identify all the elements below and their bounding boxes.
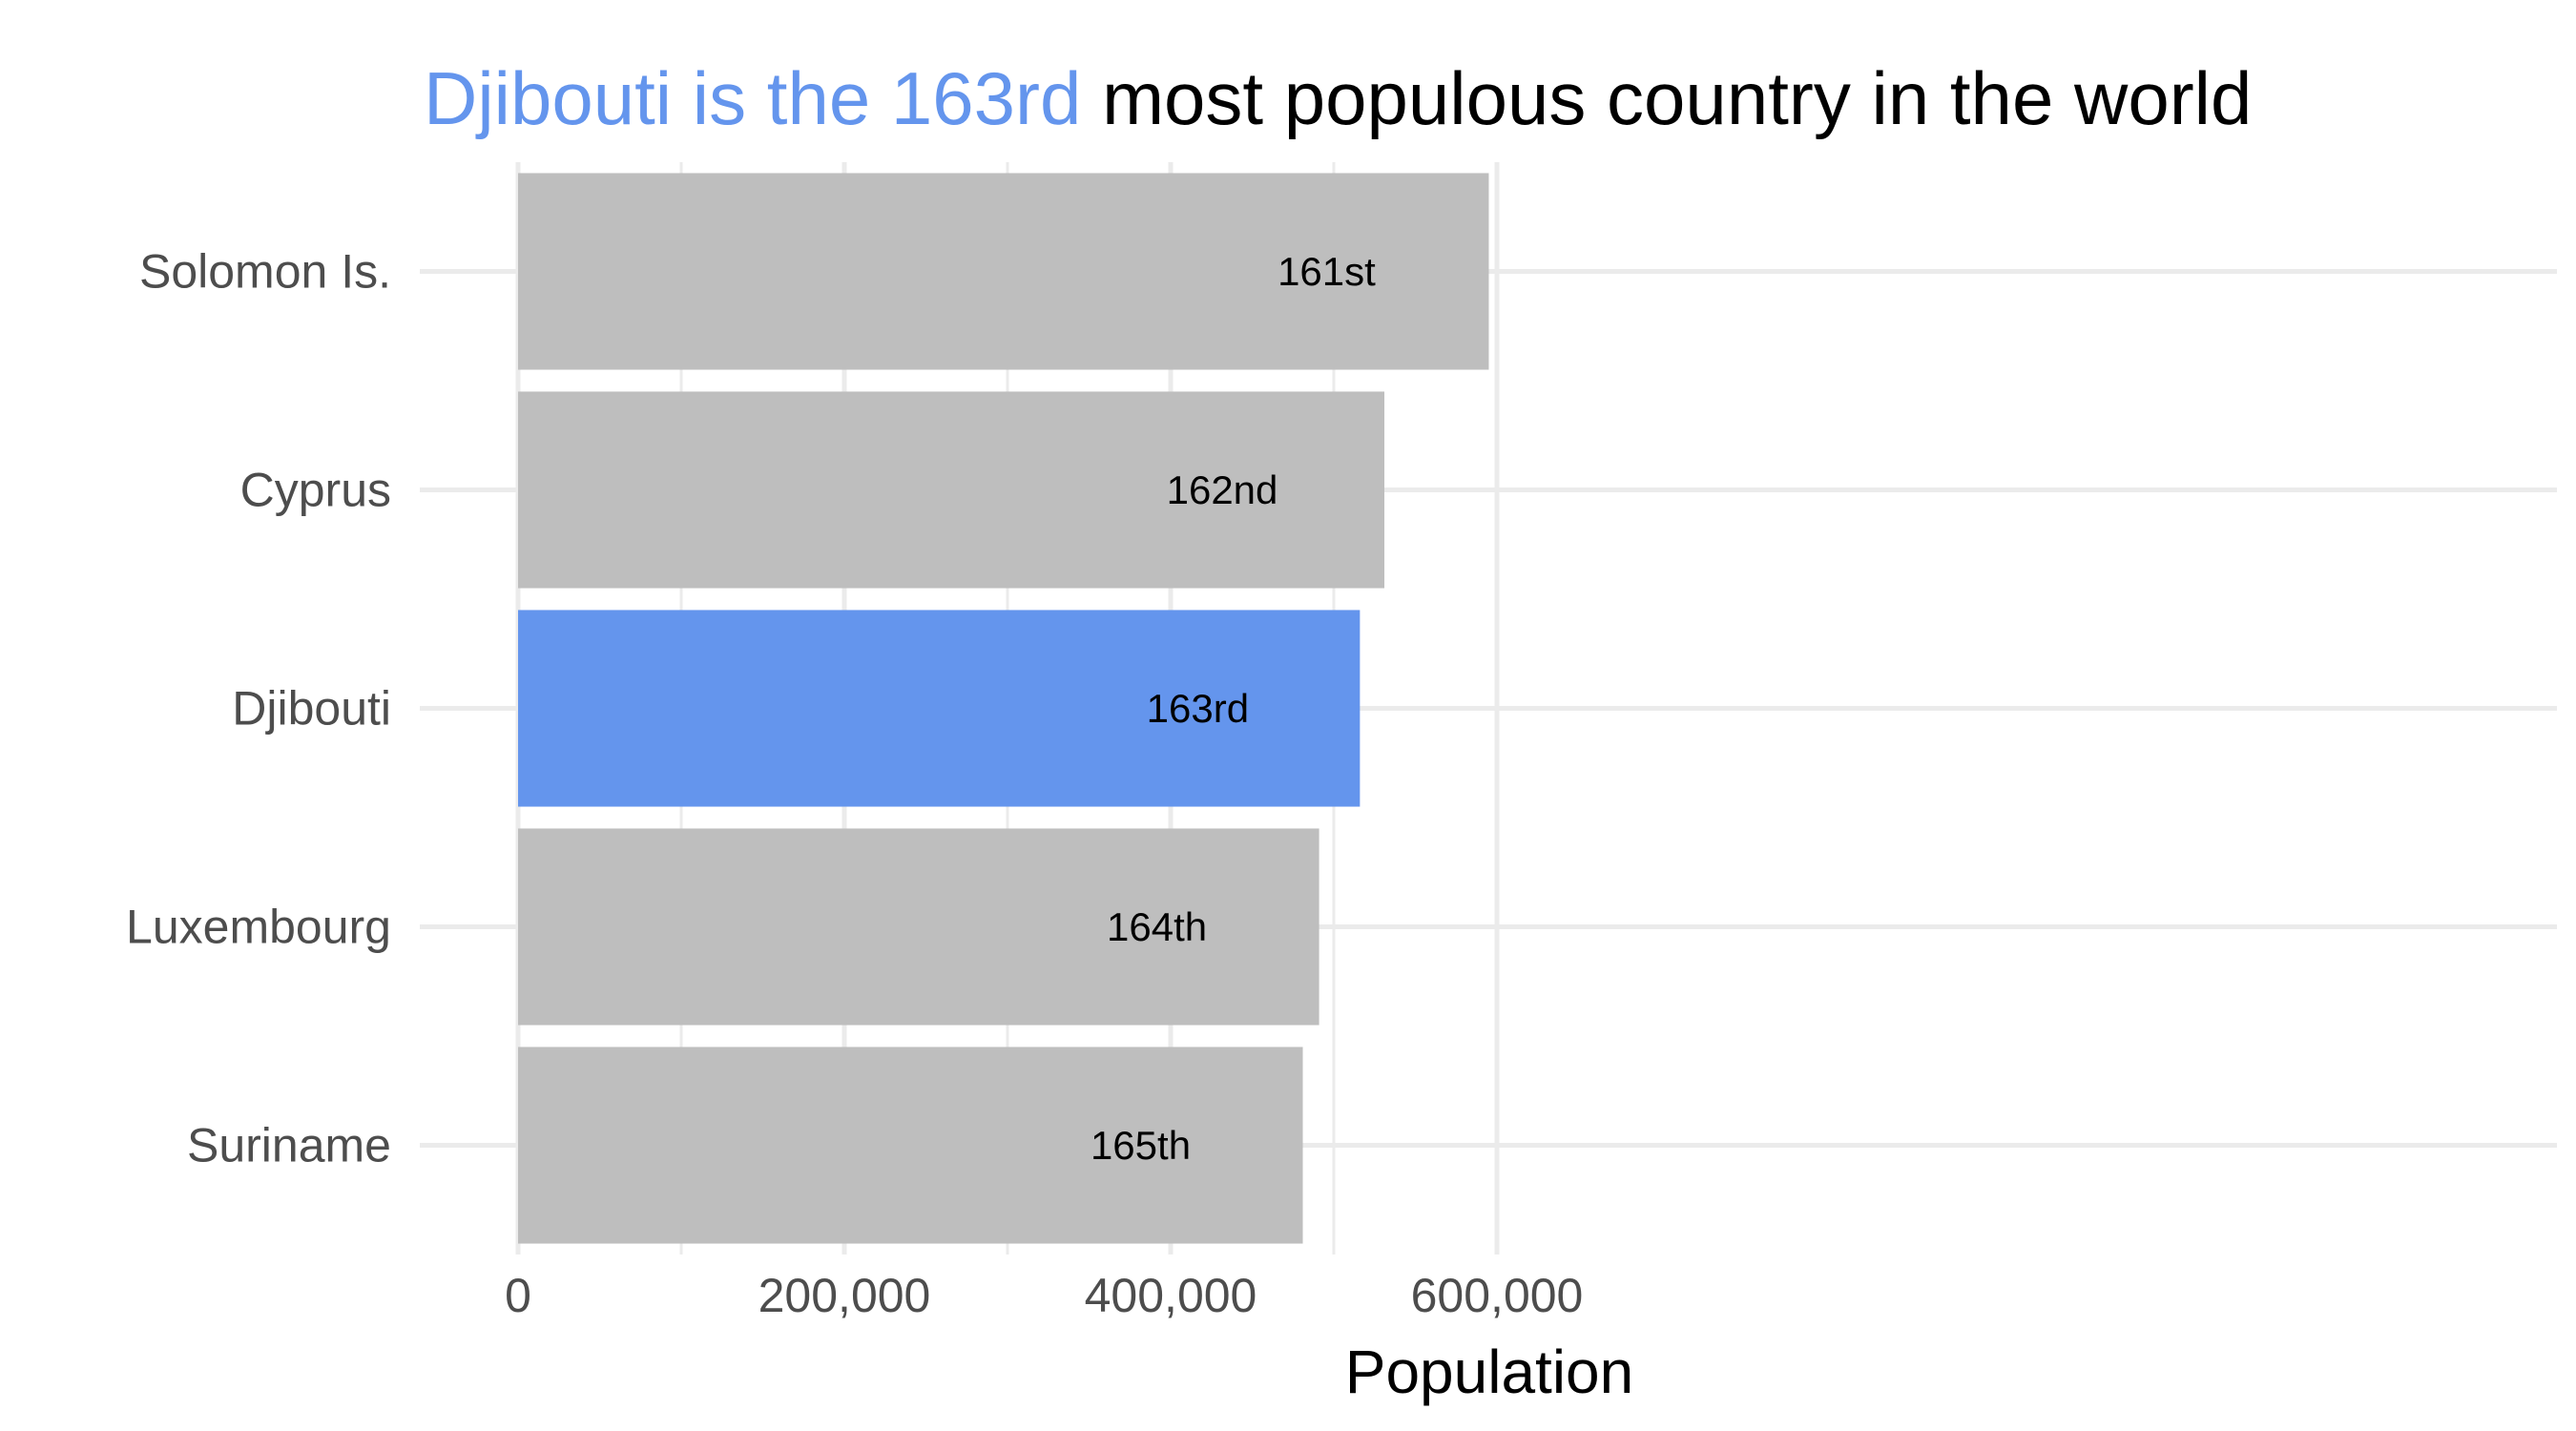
- x-tick-label: 600,000: [1411, 1269, 1584, 1322]
- labels-layer: 161st 162nd 163rd 164th 165th: [1091, 249, 1376, 1168]
- y-tick-label: Solomon Is.: [139, 245, 391, 299]
- bar-suriname: [518, 1047, 1303, 1244]
- chart-title: Djibouti is the 163rd most populous coun…: [424, 56, 2252, 140]
- bar-solomon-is: [518, 173, 1489, 370]
- x-tick-label: 200,000: [758, 1269, 931, 1322]
- x-axis-title: Population: [1345, 1338, 1633, 1406]
- bar-rank-label: 162nd: [1167, 467, 1278, 512]
- bar-rank-label: 165th: [1091, 1123, 1191, 1168]
- y-tick-label: Suriname: [187, 1119, 391, 1172]
- chart-title-highlight: Djibouti is the 163rd: [424, 56, 1081, 140]
- chart-title-rest: most populous country in the world: [1081, 56, 2252, 140]
- x-tick-label: 0: [505, 1269, 531, 1322]
- bar-rank-label: 161st: [1278, 249, 1376, 294]
- y-tick-label: Djibouti: [232, 682, 391, 736]
- bar-rank-label: 164th: [1107, 904, 1207, 949]
- bar-djibouti: [518, 610, 1361, 807]
- bars-layer: [518, 173, 1489, 1244]
- y-tick-label: Luxembourg: [126, 901, 391, 954]
- x-tick-label: 400,000: [1085, 1269, 1257, 1322]
- y-tick-label: Cyprus: [240, 464, 391, 517]
- bar-rank-label: 163rd: [1147, 686, 1249, 731]
- axis-layer: Solomon Is. Cyprus Djibouti Luxembourg Surin…: [126, 245, 1583, 1323]
- bar-luxembourg: [518, 828, 1319, 1026]
- bar-cyprus: [518, 391, 1385, 589]
